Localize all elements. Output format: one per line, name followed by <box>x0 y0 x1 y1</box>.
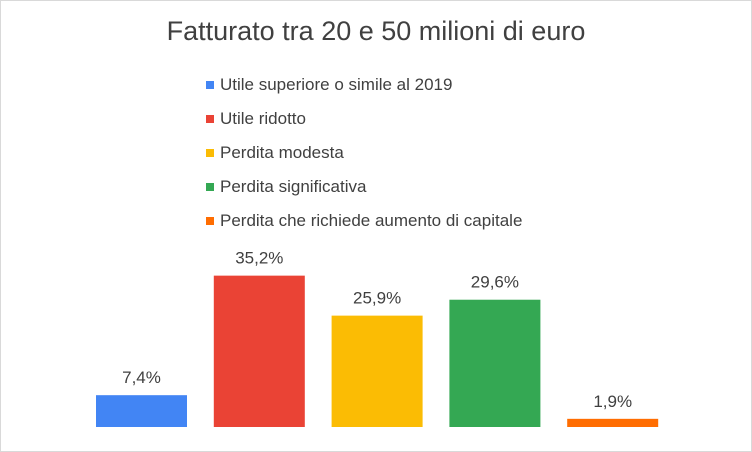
legend-item: Perdita significativa <box>206 170 522 204</box>
bar <box>96 395 187 427</box>
legend-swatch <box>206 183 214 191</box>
chart-legend: Utile superiore o simile al 2019 Utile r… <box>206 68 522 238</box>
bar <box>449 299 541 427</box>
legend-label: Utile superiore o simile al 2019 <box>220 75 453 94</box>
legend-label: Perdita che richiede aumento di capitale <box>220 211 523 230</box>
data-label: 25,9% <box>353 289 401 308</box>
legend-swatch <box>206 81 214 89</box>
bar <box>567 418 659 427</box>
legend-label: Perdita modesta <box>220 143 344 162</box>
bar <box>213 275 305 427</box>
bar <box>331 315 423 427</box>
legend-swatch <box>206 115 214 123</box>
data-label: 29,6% <box>471 273 519 292</box>
legend-item: Perdita che richiede aumento di capitale <box>206 204 522 238</box>
data-label: 1,9% <box>593 392 632 411</box>
legend-swatch <box>206 149 214 157</box>
legend-item: Utile ridotto <box>206 102 522 136</box>
legend-item: Utile superiore o simile al 2019 <box>206 68 522 102</box>
data-label: 7,4% <box>122 368 161 387</box>
legend-swatch <box>206 217 214 225</box>
legend-label: Utile ridotto <box>220 109 306 128</box>
chart-title: Fatturato tra 20 e 50 milioni di euro <box>166 16 586 46</box>
legend-item: Perdita modesta <box>206 136 522 170</box>
legend-label: Perdita significativa <box>220 177 367 196</box>
data-label: 35,2% <box>235 249 283 268</box>
